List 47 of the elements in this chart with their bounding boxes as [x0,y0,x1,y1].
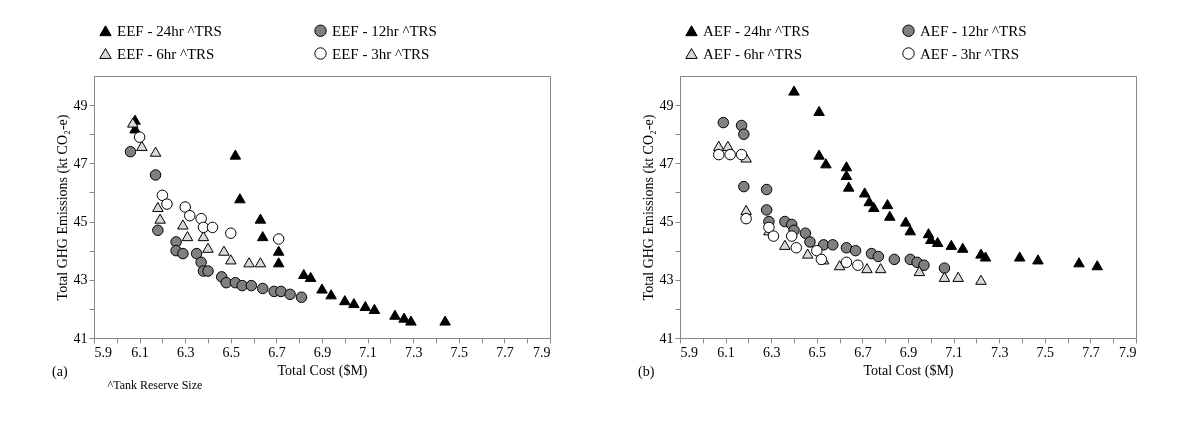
text: ^Tank Reserve Size [107,378,203,393]
x-tick-label: 6.5 [222,344,241,360]
legend-label: AEF - 12hr ^TRS [920,22,1027,39]
legend-label: AEF - 6hr ^TRS [703,45,803,62]
x-tick-label: 6.1 [717,344,735,360]
legend-label: EEF - 6hr ^TRS [117,45,215,62]
x-tick-label: 7.7 [496,344,514,360]
y-tick-label: 43 [659,272,674,288]
x-axis-title: Total Cost ($M) [863,362,954,379]
x-tick-label: 5.9 [94,344,112,360]
x-tick-label: 6.9 [313,344,332,360]
x-tick-label: 7.5 [450,344,469,360]
x-tick-label: 6.3 [176,344,195,360]
y-tick-label: 49 [73,97,88,113]
x-tick-label: 7.9 [533,344,551,360]
y-tick-label: 41 [73,330,88,346]
legend-label: EEF - 24hr ^TRS [117,22,222,39]
x-tick-label: 5.9 [680,344,698,360]
legend-label: AEF - 24hr ^TRS [703,22,810,39]
legend-label: EEF - 3hr ^TRS [332,45,430,62]
y-axis-title: Total GHG Emissions (kt CO₂-e) [640,114,657,301]
x-tick-label: 7.9 [1119,344,1137,360]
x-tick-label: 7.1 [359,344,377,360]
y-tick-label: 47 [73,155,88,171]
x-tick-label: 6.1 [131,344,149,360]
x-tick-label: 6.5 [808,344,827,360]
legend-label: AEF - 3hr ^TRS [920,45,1020,62]
y-tick-label: 45 [659,214,674,230]
y-tick-label: 41 [659,330,674,346]
x-tick-label: 7.3 [990,344,1009,360]
x-tick-label: 7.1 [945,344,963,360]
x-tick-label: 6.7 [854,344,872,360]
x-tick-label: 6.7 [268,344,286,360]
y-axis-title: Total GHG Emissions (kt CO₂-e) [54,114,71,301]
legend-label: EEF - 12hr ^TRS [332,22,437,39]
x-tick-label: 7.5 [1036,344,1055,360]
y-tick-label: 49 [659,97,674,113]
y-tick-label: 45 [73,214,88,230]
x-tick-label: 7.3 [404,344,423,360]
x-tick-label: 6.9 [899,344,918,360]
x-tick-label: 7.7 [1082,344,1100,360]
text: (b) [638,364,655,380]
x-tick-label: 6.3 [762,344,781,360]
text: (a) [52,364,68,381]
y-tick-label: 47 [659,155,674,171]
y-tick-label: 43 [73,272,88,288]
x-axis-title: Total Cost ($M) [277,362,368,379]
